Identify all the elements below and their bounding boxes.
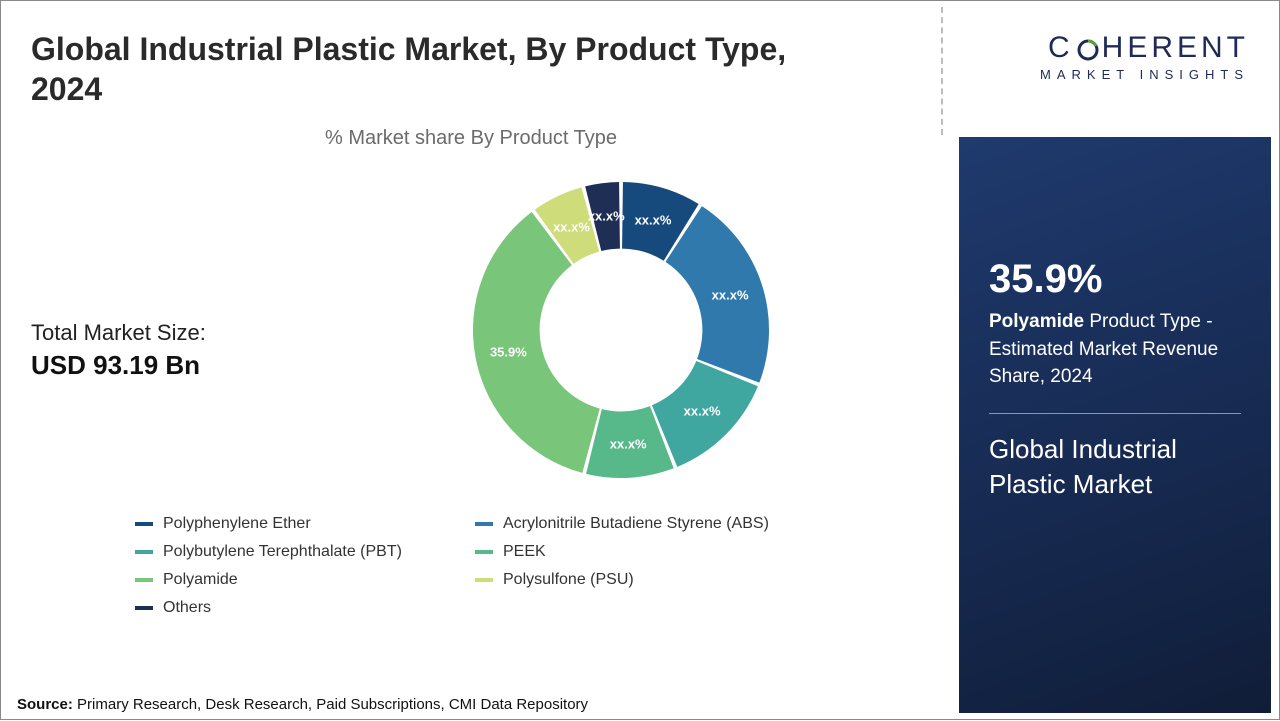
legend-label: Others	[163, 599, 211, 617]
market-size-label: Total Market Size:	[31, 320, 331, 346]
logo-wordmark: C HERENT	[969, 31, 1249, 65]
legend-swatch	[475, 578, 493, 582]
logo-subtext: MARKET INSIGHTS	[969, 67, 1249, 82]
page-title: Global Industrial Plastic Market, By Pro…	[31, 29, 791, 109]
slice-label: xx.x%	[588, 209, 625, 224]
legend: Polyphenylene Ether Acrylonitrile Butadie…	[131, 510, 811, 622]
donut-chart-wrap: xx.x%xx.x%xx.x%xx.x%35.9%xx.x%xx.x%	[331, 160, 911, 500]
highlight-product: Polyamide	[989, 311, 1084, 332]
slice-label: xx.x%	[610, 437, 647, 452]
legend-label: Acrylonitrile Butadiene Styrene (ABS)	[503, 515, 769, 533]
slice-label: xx.x%	[684, 404, 721, 419]
total-market-size: Total Market Size: USD 93.19 Bn	[31, 280, 331, 381]
brand-logo: C HERENT MARKET INSIGHTS	[969, 31, 1249, 82]
slice-label: xx.x%	[712, 287, 749, 302]
highlight-title: Global Industrial Plastic Market	[989, 432, 1241, 502]
legend-swatch	[475, 522, 493, 526]
market-size-value: USD 93.19 Bn	[31, 350, 331, 381]
legend-item: Others	[131, 594, 471, 622]
mid-row: Total Market Size: USD 93.19 Bn xx.x%xx.…	[31, 160, 911, 500]
source-label: Source:	[17, 696, 73, 713]
right-panel: C HERENT MARKET INSIGHTS 35.9% Polyamide…	[949, 1, 1279, 721]
donut-chart: xx.x%xx.x%xx.x%xx.x%35.9%xx.x%xx.x%	[471, 180, 771, 480]
legend-item: Acrylonitrile Butadiene Styrene (ABS)	[471, 510, 811, 538]
highlight-description: Polyamide Product Type - Estimated Marke…	[989, 308, 1241, 391]
legend-swatch	[135, 550, 153, 554]
page-root: Global Industrial Plastic Market, By Pro…	[0, 0, 1280, 720]
vertical-divider	[941, 7, 943, 135]
legend-label: Polysulfone (PSU)	[503, 571, 634, 589]
logo-o-icon	[1076, 36, 1100, 60]
highlight-divider	[989, 413, 1241, 414]
logo-rest: HERENT	[1102, 31, 1249, 65]
source-line: Source: Primary Research, Desk Research,…	[17, 696, 588, 713]
legend-swatch	[135, 522, 153, 526]
highlight-panel: 35.9% Polyamide Product Type - Estimated…	[959, 137, 1271, 713]
legend-swatch	[475, 550, 493, 554]
legend-label: Polybutylene Terephthalate (PBT)	[163, 543, 402, 561]
legend-item: PEEK	[471, 538, 811, 566]
legend-item: Polyamide	[131, 566, 471, 594]
legend-item: Polyphenylene Ether	[131, 510, 471, 538]
legend-item: Polybutylene Terephthalate (PBT)	[131, 538, 471, 566]
slice-label: xx.x%	[635, 212, 672, 227]
slice-label: 35.9%	[490, 344, 527, 359]
source-text: Primary Research, Desk Research, Paid Su…	[77, 696, 588, 713]
highlight-percent: 35.9%	[989, 257, 1241, 302]
slice-label: xx.x%	[553, 219, 590, 234]
legend-item: Polysulfone (PSU)	[471, 566, 811, 594]
legend-label: PEEK	[503, 543, 546, 561]
legend-label: Polyamide	[163, 571, 238, 589]
chart-subtitle: % Market share By Product Type	[31, 127, 911, 150]
legend-swatch	[135, 578, 153, 582]
legend-swatch	[135, 606, 153, 610]
main-area: Global Industrial Plastic Market, By Pro…	[1, 1, 941, 721]
legend-label: Polyphenylene Ether	[163, 515, 311, 533]
logo-letter-c: C	[1048, 31, 1074, 65]
